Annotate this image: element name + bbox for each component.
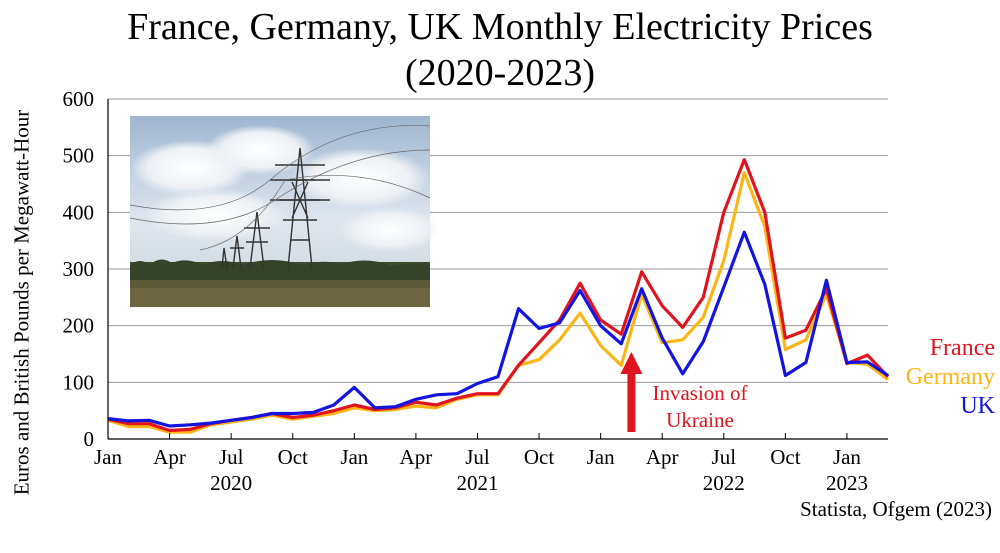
legend-entry-germany: Germany <box>906 364 995 390</box>
x-tick-label: Jul <box>219 445 244 469</box>
x-tick-label: Jan <box>94 445 122 469</box>
x-tick-label: Jul <box>465 445 490 469</box>
x-tick-label: Jan <box>587 445 615 469</box>
y-tick-label: 300 <box>63 257 95 281</box>
year-labels: 2020 2021 2022 2023 <box>210 471 868 495</box>
x-tick-label: Jul <box>712 445 737 469</box>
x-tick-labels: Jan Apr Jul Oct Jan Apr Jul Oct Jan Apr Jul Oct Jan <box>94 445 861 469</box>
legend-entry-uk: UK <box>960 393 995 419</box>
x-tick-label: Oct <box>770 445 800 469</box>
y-tick-label: 0 <box>84 427 95 451</box>
invasion-annotation: Invasion of Ukraine <box>620 352 748 432</box>
year-label: 2020 <box>210 471 252 495</box>
legend: France Germany UK <box>906 335 996 419</box>
chart-title-line2: (2020-2023) <box>405 52 595 94</box>
y-tick-label: 400 <box>63 200 95 224</box>
annotation-text-line1: Invasion of <box>652 381 747 405</box>
x-tick-label: Oct <box>524 445 554 469</box>
x-tick-label: Apr <box>646 445 679 469</box>
x-tick-marks <box>107 433 848 439</box>
chart-title-line1: France, Germany, UK Monthly Electricity … <box>127 6 873 48</box>
source-note: Statista, Ofgem (2023) <box>800 497 992 521</box>
legend-entry-france: France <box>930 335 995 361</box>
year-label: 2023 <box>826 471 868 495</box>
y-tick-label: 600 <box>63 87 95 111</box>
year-label: 2022 <box>703 471 745 495</box>
series-lines <box>107 158 890 434</box>
annotation-arrow-head <box>620 352 643 374</box>
x-tick-label: Apr <box>153 445 186 469</box>
x-tick-label: Jan <box>833 445 861 469</box>
electricity-pylons-photo <box>129 116 440 307</box>
x-tick-label: Jan <box>340 445 368 469</box>
y-tick-label: 100 <box>63 370 95 394</box>
y-tick-label: 200 <box>63 314 95 338</box>
series-line-uk <box>107 230 889 428</box>
x-tick-label: Oct <box>278 445 308 469</box>
x-tick-label: Apr <box>400 445 433 469</box>
year-label: 2021 <box>456 471 498 495</box>
annotation-arrow-shaft <box>627 372 636 432</box>
y-tick-labels: 0 100 200 300 400 500 600 <box>63 87 95 451</box>
line-chart: 0 100 200 300 400 500 600 Jan Apr Jul Oct Jan Apr Ju… <box>63 87 996 495</box>
y-tick-label: 500 <box>63 144 95 168</box>
annotation-text-line2: Ukraine <box>666 408 734 432</box>
